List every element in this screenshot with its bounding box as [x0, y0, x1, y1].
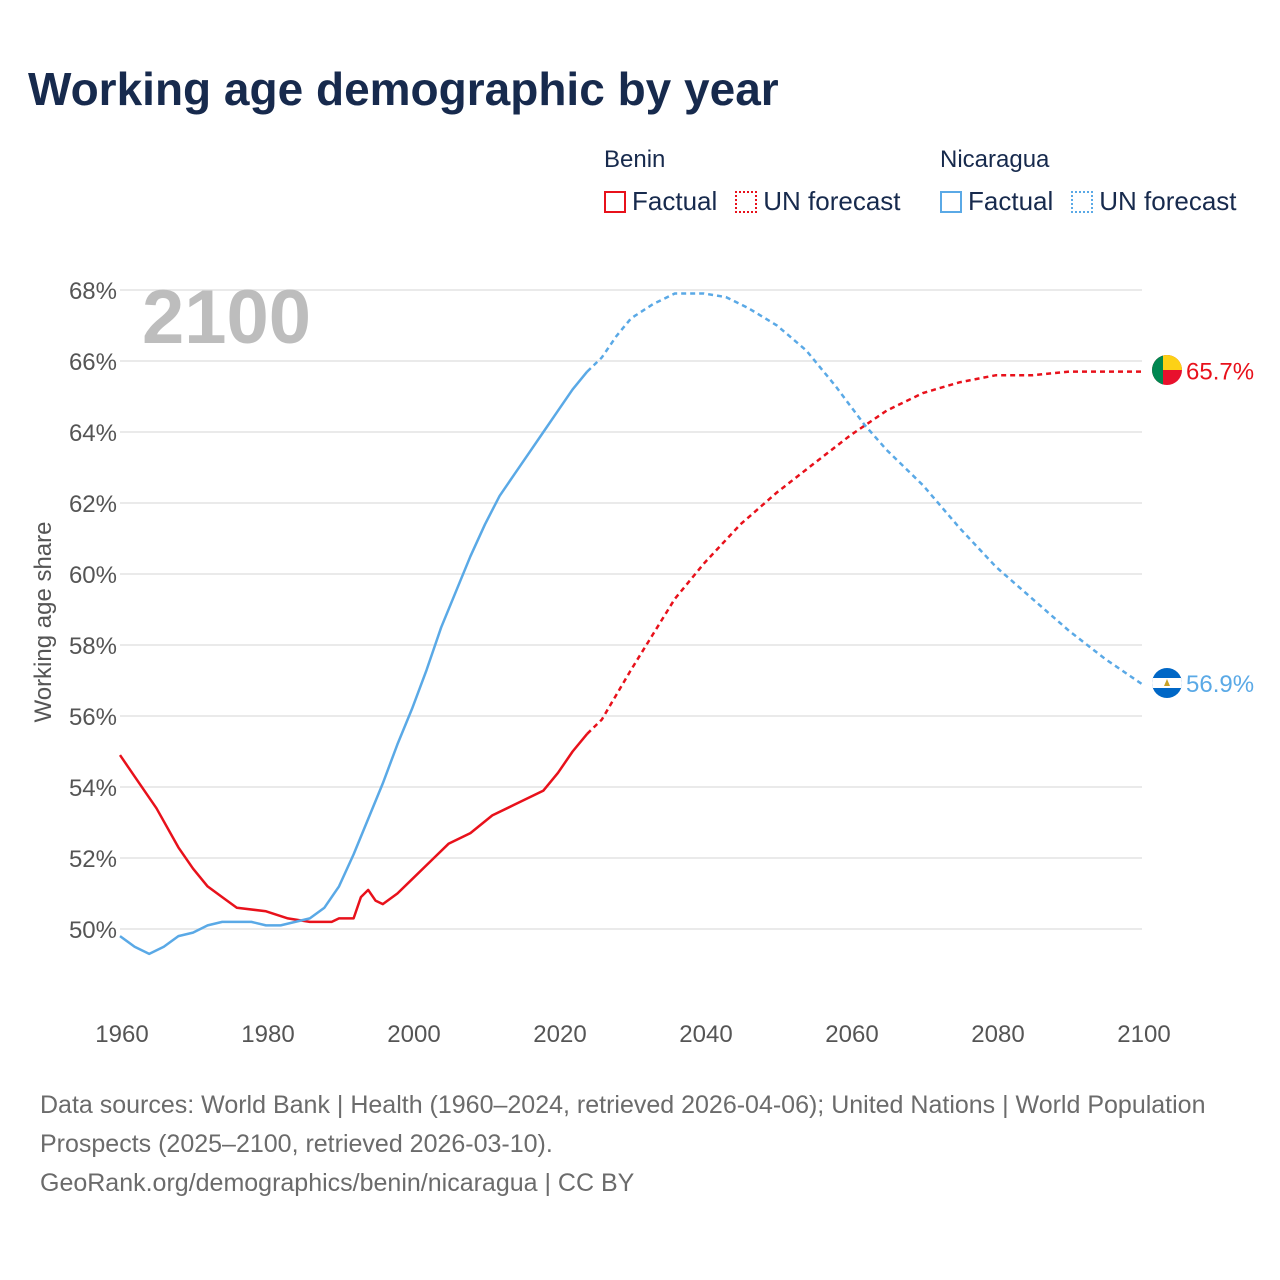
legend-title-nicaragua: Nicaragua — [940, 146, 1050, 173]
x-tick-label: 2000 — [387, 1021, 440, 1048]
legend-group-benin: Benin Factual UN forecast — [604, 144, 901, 217]
x-tick-label: 2060 — [825, 1021, 878, 1048]
legend-label-nicaragua-forecast: UN forecast — [1099, 186, 1237, 216]
series-line-benin-factual — [118, 733, 589, 924]
legend-label-benin-forecast: UN forecast — [763, 186, 901, 216]
x-tick-label: 1980 — [241, 1021, 294, 1048]
legend-label-benin-factual: Factual — [632, 186, 718, 216]
legend-item-benin-factual[interactable]: Factual — [604, 186, 717, 217]
series-line-benin-forecast — [586, 370, 1142, 735]
y-tick-label: 52% — [69, 846, 117, 873]
y-tick-label: 54% — [69, 775, 117, 802]
swatch-nicaragua-factual — [940, 190, 962, 213]
end-value-label-nicaragua: 56.9% — [1186, 671, 1254, 698]
swatch-benin-forecast — [735, 190, 758, 213]
y-tick-label: 58% — [69, 633, 117, 660]
attribution-link[interactable]: GeoRank.org/demographics/benin/nicaragua… — [40, 1169, 635, 1197]
year-watermark: 2100 — [142, 275, 311, 360]
series-line-nicaragua-forecast — [586, 292, 1143, 686]
footer: Data sources: World Bank | Health (1960–… — [40, 1086, 1240, 1203]
y-tick-label: 68% — [69, 278, 117, 305]
y-tick-label: 64% — [69, 420, 117, 447]
y-axis-label: Working age share — [30, 522, 57, 723]
y-tick-label: 56% — [69, 704, 117, 731]
x-tick-label: 2080 — [971, 1021, 1024, 1048]
legend-title-benin: Benin — [604, 146, 666, 173]
line-chart: 50% 52% 54% 56% 58% 60% 62% 64% 66% 68% 1960 1980 20… — [30, 275, 1254, 1048]
x-tick-label: 2100 — [1117, 1021, 1170, 1048]
benin-flag-icon — [1152, 355, 1182, 385]
nicaragua-flag-icon — [1152, 668, 1182, 698]
series-line-nicaragua-factual — [119, 370, 589, 956]
swatch-benin-factual — [604, 190, 626, 213]
y-tick-label: 60% — [69, 562, 117, 589]
y-tick-label: 62% — [69, 491, 117, 518]
x-tick-label: 2020 — [533, 1021, 586, 1048]
y-tick-label: 66% — [69, 349, 117, 376]
y-tick-label: 50% — [69, 917, 117, 944]
data-sources-note: Data sources: World Bank | Health (1960–… — [40, 1091, 1206, 1158]
x-tick-label: 1960 — [95, 1021, 148, 1048]
end-value-label-benin: 65.7% — [1186, 359, 1254, 386]
legend-item-nicaragua-forecast[interactable]: UN forecast — [1071, 186, 1237, 217]
legend-item-benin-forecast[interactable]: UN forecast — [735, 186, 901, 217]
legend-item-nicaragua-factual[interactable]: Factual — [940, 186, 1053, 217]
chart-title: Working age demographic by year — [28, 63, 779, 115]
legend-group-nicaragua: Nicaragua Factual UN forecast — [940, 144, 1237, 217]
x-tick-label: 2040 — [679, 1021, 732, 1048]
legend-label-nicaragua-factual: Factual — [968, 186, 1054, 216]
swatch-nicaragua-forecast — [1071, 190, 1094, 213]
